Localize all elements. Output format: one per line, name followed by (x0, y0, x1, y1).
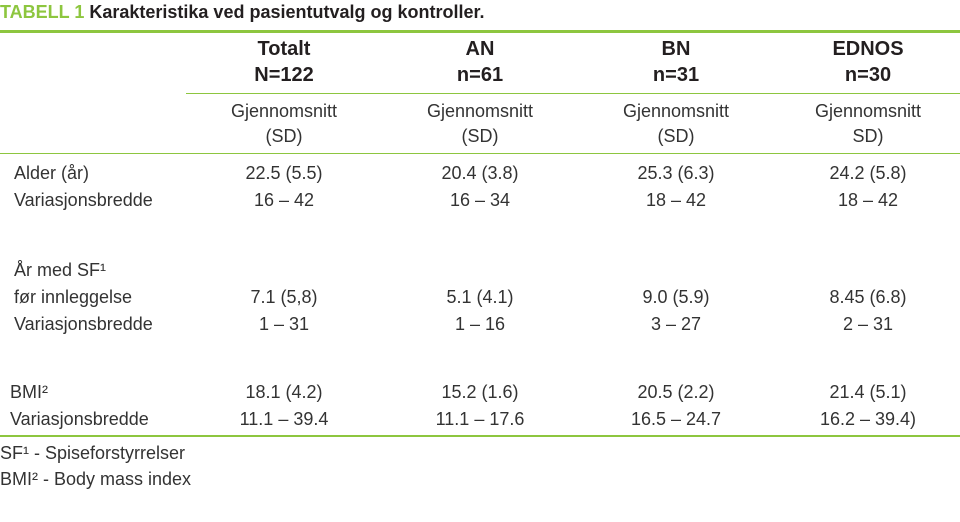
cell-alder-range-an: 16 – 34 (449, 190, 511, 210)
header-bn: BN n=31 (578, 36, 774, 88)
cell-bmi-range-ednos: 16.2 – 39.4) (819, 409, 917, 429)
header-n: n=61 (456, 64, 504, 86)
row-label-sf: År med SF¹ (14, 260, 107, 280)
header-n: N=122 (254, 64, 314, 86)
subheader-ednos: Gjennomsnitt SD) (770, 99, 960, 149)
footnote-bmi: BMI² - Body mass index (0, 469, 192, 489)
header-an: AN n=61 (382, 36, 578, 88)
cell-alder-range-totalt: 16 – 42 (253, 190, 315, 210)
subheader-line: (SD) (265, 126, 303, 146)
cell-sf-mean-an: 5.1 (4.1) (446, 287, 514, 307)
cell-bmi-mean-an: 15.2 (1.6) (441, 382, 519, 402)
cell-bmi-range-totalt: 11.1 – 39.4 (239, 409, 329, 429)
cell-alder-mean-bn: 25.3 (6.3) (637, 163, 715, 183)
table-caption: Karakteristika ved pasientutvalg og kont… (89, 2, 485, 22)
top-rule (0, 30, 960, 33)
cell-alder-range-ednos: 18 – 42 (837, 190, 899, 210)
subheader-line: Gjennomsnitt (426, 101, 534, 121)
table-label: TABELL 1 (0, 2, 85, 22)
cell-sf-mean-totalt: 7.1 (5,8) (250, 287, 318, 307)
table-title: TABELL 1 Karakteristika ved pasientutval… (0, 2, 485, 23)
cell-sf-range-an: 1 – 16 (454, 314, 506, 334)
header-n: n=31 (652, 64, 700, 86)
subheader-line: SD) (852, 126, 884, 146)
row-label-sf-range: Variasjonsbredde (14, 314, 153, 334)
cell-bmi-mean-totalt: 18.1 (4.2) (245, 382, 323, 402)
cell-bmi-mean-ednos: 21.4 (5.1) (829, 382, 907, 402)
cell-alder-range-bn: 18 – 42 (645, 190, 707, 210)
cell-sf-range-ednos: 2 – 31 (842, 314, 894, 334)
subheader-line: Gjennomsnitt (622, 101, 730, 121)
row-label-bmi-range: Variasjonsbredde (10, 409, 149, 429)
subheader-line: Gjennomsnitt (230, 101, 338, 121)
subheader-line: (SD) (657, 126, 695, 146)
footnote-sf: SF¹ - Spiseforstyrrelser (0, 443, 186, 463)
subheader-line: (SD) (461, 126, 499, 146)
subheader-bn: Gjennomsnitt (SD) (578, 99, 774, 149)
cell-sf-mean-ednos: 8.45 (6.8) (829, 287, 907, 307)
row-label-sf-before: før innleggelse (14, 287, 133, 307)
bottom-rule (0, 435, 960, 437)
cell-sf-range-bn: 3 – 27 (650, 314, 702, 334)
header-name: EDNOS (832, 38, 904, 60)
header-divider (186, 93, 960, 94)
cell-alder-mean-an: 20.4 (3.8) (441, 163, 519, 183)
subheader-divider (0, 153, 960, 154)
cell-alder-mean-ednos: 24.2 (5.8) (829, 163, 907, 183)
subheader-an: Gjennomsnitt (SD) (382, 99, 578, 149)
header-n: n=30 (844, 64, 892, 86)
row-label-alder-range: Variasjonsbredde (14, 190, 153, 210)
row-label-bmi: BMI² (10, 382, 48, 402)
subheader-totalt: Gjennomsnitt (SD) (186, 99, 382, 149)
cell-sf-range-totalt: 1 – 31 (258, 314, 310, 334)
header-name: BN (661, 38, 691, 60)
row-label-alder: Alder (år) (14, 163, 90, 183)
cell-sf-mean-bn: 9.0 (5.9) (642, 287, 710, 307)
cell-bmi-mean-bn: 20.5 (2.2) (637, 382, 715, 402)
header-name: AN (465, 38, 495, 60)
cell-alder-mean-totalt: 22.5 (5.5) (245, 163, 323, 183)
cell-bmi-range-bn: 16.5 – 24.7 (630, 409, 722, 429)
subheader-line: Gjennomsnitt (814, 101, 922, 121)
header-totalt: Totalt N=122 (186, 36, 382, 88)
cell-bmi-range-an: 11.1 – 17.6 (435, 409, 525, 429)
header-name: Totalt (257, 38, 311, 60)
header-ednos: EDNOS n=30 (770, 36, 960, 88)
